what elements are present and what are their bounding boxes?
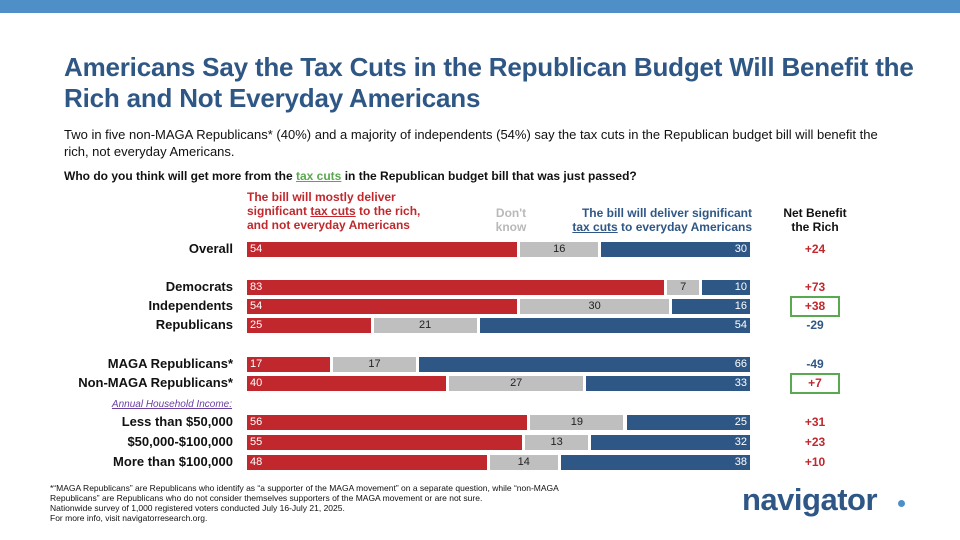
net-header-line1: Net Benefit — [783, 206, 847, 220]
bar-everyday: 25 — [626, 415, 750, 430]
legend-dk-line2: know — [495, 220, 527, 234]
row-label: More than $100,000 — [113, 454, 233, 469]
row-label: Non-MAGA Republicans* — [78, 375, 233, 390]
bar-everyday: 10 — [702, 280, 750, 295]
legend-everyday-line1: The bill will deliver significant — [581, 206, 752, 220]
row-label: $50,000-$100,000 — [127, 434, 233, 449]
legend-dk-line1: Don't — [495, 206, 527, 220]
net-benefit-value: +7 — [790, 373, 840, 394]
bar-rich: 83 — [247, 280, 664, 295]
subtitle: Two in five non-MAGA Republicans* (40%) … — [64, 127, 878, 159]
bar-everyday: 30 — [601, 242, 750, 257]
footnote-line: Republicans” are Republicans who do not … — [50, 493, 483, 503]
legend-rich-line2: significant tax cuts to the rich, — [247, 204, 421, 218]
bar-everyday: 66 — [419, 357, 750, 372]
top-accent-bar — [0, 0, 960, 13]
row-label: Less than $50,000 — [121, 414, 233, 429]
net-benefit-value: +24 — [804, 242, 826, 256]
legend-rich-line1: The bill will mostly deliver — [247, 190, 396, 204]
bar-rich: 54 — [247, 242, 518, 257]
bar-everyday: 32 — [591, 435, 750, 450]
bar-rich: 48 — [247, 455, 487, 470]
bar-everyday: 38 — [560, 455, 750, 470]
bar-dont-know: 14 — [489, 455, 558, 470]
bar-everyday: 54 — [479, 318, 750, 333]
net-benefit-value: +31 — [804, 415, 826, 429]
logo-dot — [898, 500, 905, 507]
net-benefit-value: +38 — [790, 296, 840, 317]
row-label: Republicans — [155, 317, 233, 332]
legend-everyday: The bill will deliver significant tax cu… — [562, 206, 752, 234]
net-benefit-value: -29 — [806, 318, 824, 332]
legend-everyday-line2: tax cuts to everyday Americans — [572, 220, 752, 234]
question-text-end: in the Republican budget bill that was j… — [341, 169, 637, 183]
row-label: Independents — [148, 298, 233, 313]
question-text-start: Who do you think will get more from the — [64, 169, 296, 183]
footnote-line: Nationwide survey of 1,000 registered vo… — [50, 503, 345, 513]
bar-everyday: 16 — [672, 299, 750, 314]
footnote-line: *“MAGA Republicans” are Republicans who … — [50, 483, 559, 493]
footnote: *“MAGA Republicans” are Republicans who … — [50, 483, 630, 523]
net-benefit-value: -49 — [806, 357, 824, 371]
bar-dont-know: 27 — [449, 376, 583, 391]
bar-rich: 55 — [247, 435, 523, 450]
page-title: Americans Say the Tax Cuts in the Republ… — [64, 52, 914, 113]
income-section-label: Annual Household Income: — [111, 399, 232, 410]
net-benefit-value: +23 — [804, 435, 826, 449]
survey-question: Who do you think will get more from the … — [64, 169, 904, 183]
bar-rich: 56 — [247, 415, 528, 430]
question-highlight: tax cuts — [296, 169, 342, 183]
bar-rich: 40 — [247, 376, 447, 391]
navigator-logo: navigator — [742, 482, 878, 517]
bar-rich: 17 — [247, 357, 331, 372]
bar-dont-know: 16 — [520, 242, 599, 257]
row-label: MAGA Republicans* — [107, 356, 233, 371]
bar-dont-know: 30 — [520, 299, 670, 314]
bar-dont-know: 7 — [666, 280, 700, 295]
bar-everyday: 33 — [586, 376, 750, 391]
legend-rich-line3: and not everyday Americans — [247, 218, 410, 232]
row-label: Overall — [188, 241, 233, 256]
row-label: Democrats — [165, 279, 233, 294]
bar-dont-know: 13 — [525, 435, 589, 450]
legend-rich: The bill will mostly deliver significant… — [247, 190, 447, 232]
net-benefit-header: Net Benefit the Rich — [770, 206, 860, 234]
bar-rich: 54 — [247, 299, 518, 314]
legend-dont-know: Don't know — [488, 206, 534, 234]
bar-dont-know: 19 — [530, 415, 624, 430]
bar-dont-know: 21 — [373, 318, 477, 333]
footnote-line: For more info, visit navigatorresearch.o… — [50, 513, 208, 523]
net-benefit-value: +10 — [804, 455, 826, 469]
net-header-line2: the Rich — [791, 220, 839, 234]
bar-dont-know: 17 — [333, 357, 417, 372]
bar-rich: 25 — [247, 318, 371, 333]
net-benefit-value: +73 — [804, 280, 826, 294]
